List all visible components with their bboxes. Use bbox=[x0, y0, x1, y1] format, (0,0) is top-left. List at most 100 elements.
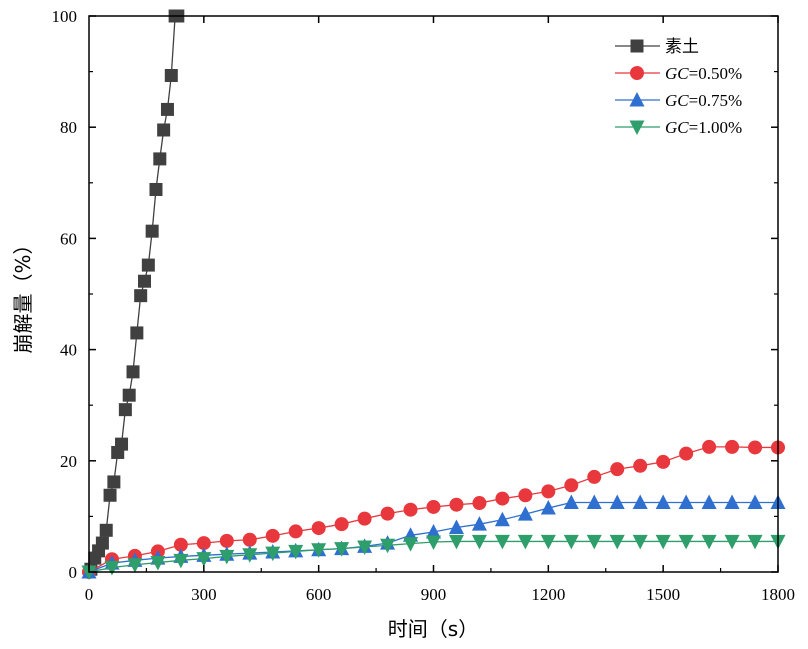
data-point bbox=[157, 123, 171, 137]
data-point bbox=[701, 534, 717, 550]
data-point bbox=[748, 440, 763, 455]
data-point bbox=[99, 523, 113, 537]
legend-label-italic: GC bbox=[665, 64, 689, 83]
y-axis-title: 崩解量（%） bbox=[11, 234, 35, 353]
legend-item: 素土 bbox=[615, 37, 699, 56]
data-point bbox=[656, 454, 671, 469]
data-point bbox=[426, 535, 441, 550]
data-point bbox=[130, 326, 144, 340]
legend-label-rest: =0.75% bbox=[689, 91, 743, 110]
data-point bbox=[138, 274, 152, 288]
data-point bbox=[655, 534, 671, 550]
data-point bbox=[747, 534, 763, 550]
legend-item: GC=0.50% bbox=[615, 64, 742, 83]
data-point bbox=[472, 496, 487, 511]
x-tick-label: 300 bbox=[191, 585, 217, 604]
legend-label-italic: GC bbox=[665, 118, 689, 137]
data-point bbox=[586, 494, 602, 509]
data-point bbox=[380, 506, 395, 521]
data-point bbox=[632, 534, 648, 550]
data-point bbox=[426, 499, 441, 514]
data-point bbox=[679, 446, 694, 461]
x-tick-label: 600 bbox=[306, 585, 332, 604]
data-point bbox=[632, 494, 648, 509]
data-point bbox=[127, 558, 143, 573]
data-point bbox=[586, 534, 602, 550]
x-tick-label: 0 bbox=[85, 585, 94, 604]
data-point bbox=[724, 494, 740, 509]
data-point bbox=[288, 524, 303, 539]
y-axis: 0 20 40 60 80 100 bbox=[52, 7, 778, 582]
data-point bbox=[678, 494, 694, 509]
data-point bbox=[334, 517, 349, 532]
legend-label: GC=0.50% bbox=[665, 64, 742, 83]
data-point bbox=[563, 534, 579, 550]
data-point bbox=[122, 388, 136, 402]
data-point bbox=[540, 534, 556, 550]
data-point bbox=[265, 546, 281, 562]
data-point bbox=[633, 458, 648, 473]
data-point bbox=[494, 534, 510, 550]
data-point bbox=[311, 521, 326, 536]
data-point bbox=[449, 497, 464, 512]
x-tick-label: 900 bbox=[421, 585, 447, 604]
data-point bbox=[219, 533, 234, 548]
data-point bbox=[540, 500, 556, 515]
data-point bbox=[725, 439, 740, 454]
series-layer bbox=[81, 9, 786, 580]
data-point bbox=[115, 437, 129, 451]
data-point bbox=[587, 469, 602, 484]
data-point bbox=[196, 536, 211, 551]
x-tick-label: 1500 bbox=[646, 585, 680, 604]
data-point bbox=[164, 68, 178, 82]
y-tick-label: 20 bbox=[60, 452, 77, 471]
data-point bbox=[104, 561, 120, 576]
legend-marker bbox=[629, 120, 645, 135]
x-axis: 0 300 600 900 1200 1500 1800 bbox=[85, 16, 795, 604]
legend-marker bbox=[630, 66, 644, 80]
data-point bbox=[448, 519, 464, 535]
data-point bbox=[403, 537, 419, 552]
data-point bbox=[724, 534, 740, 550]
data-point bbox=[145, 224, 159, 238]
data-point bbox=[610, 462, 625, 477]
data-point bbox=[242, 532, 257, 547]
data-point bbox=[609, 494, 625, 509]
data-point bbox=[265, 528, 280, 543]
legend-marker bbox=[630, 39, 644, 53]
data-point bbox=[655, 494, 671, 509]
data-point bbox=[471, 534, 487, 550]
data-point bbox=[107, 475, 121, 489]
data-point bbox=[134, 289, 148, 303]
data-point bbox=[426, 523, 441, 539]
data-point bbox=[701, 494, 717, 509]
data-point bbox=[103, 488, 117, 502]
data-point bbox=[153, 152, 167, 166]
data-point bbox=[517, 534, 533, 550]
legend-label-rest: =1.00% bbox=[689, 118, 743, 137]
data-point bbox=[95, 536, 109, 550]
data-point bbox=[334, 542, 350, 557]
y-tick-label: 60 bbox=[60, 229, 77, 248]
x-tick-label: 1800 bbox=[761, 585, 795, 604]
x-axis-title: 时间（s） bbox=[388, 617, 478, 641]
y-tick-label: 100 bbox=[52, 7, 78, 26]
data-point bbox=[357, 540, 373, 555]
data-point bbox=[219, 549, 235, 565]
data-point bbox=[518, 488, 533, 503]
data-point bbox=[126, 365, 140, 379]
data-point bbox=[403, 502, 418, 517]
data-point bbox=[173, 537, 188, 552]
legend-label: 素土 bbox=[665, 37, 699, 56]
data-point bbox=[380, 538, 396, 554]
data-point bbox=[609, 534, 625, 550]
legend-label: GC=0.75% bbox=[665, 91, 742, 110]
data-point bbox=[150, 556, 166, 571]
series-3 bbox=[81, 534, 786, 580]
data-point bbox=[448, 534, 464, 550]
data-point bbox=[311, 543, 327, 558]
data-point bbox=[471, 516, 487, 531]
data-point bbox=[564, 478, 579, 493]
data-point bbox=[141, 258, 155, 272]
